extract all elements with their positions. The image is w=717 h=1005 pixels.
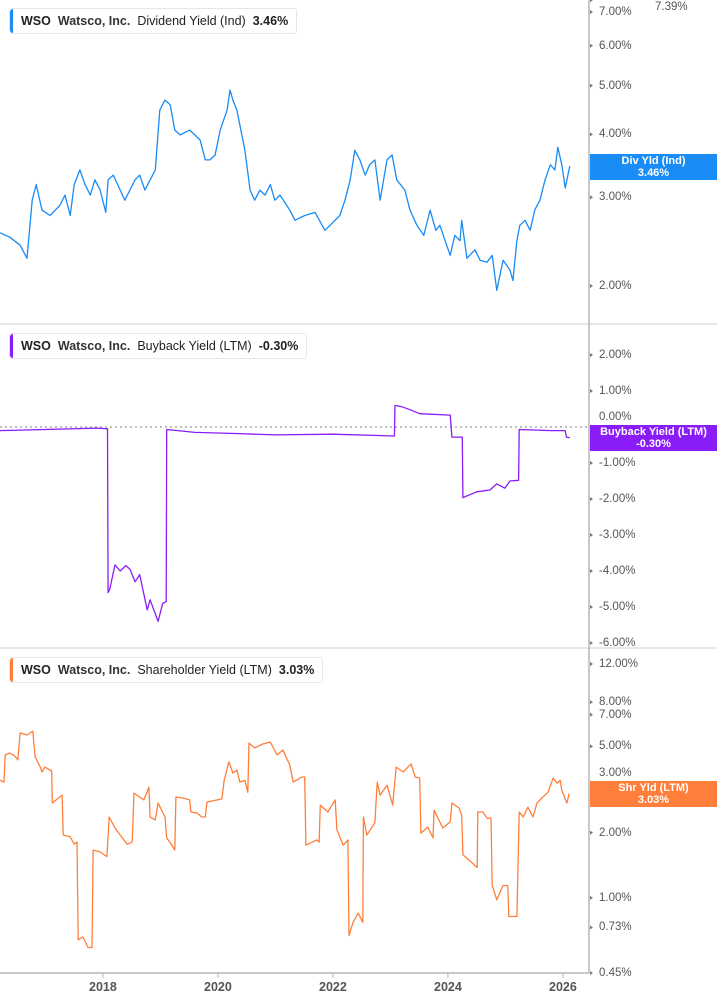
- legend-value: 3.46%: [252, 14, 289, 28]
- last-value-tag-buyback: Buyback Yield (LTM) -0.30%: [590, 425, 717, 451]
- y-tick-mark: [590, 925, 593, 930]
- x-tick-label: 2026: [549, 980, 577, 994]
- y-tick-label: 2.00%: [599, 826, 632, 839]
- y-tick-label: 2.00%: [599, 349, 632, 361]
- y-tick-label: 1.00%: [599, 891, 632, 904]
- y-tick-mark: [590, 0, 593, 3]
- x-tick-label: 2022: [319, 980, 347, 994]
- tag-value: -0.30%: [636, 438, 671, 450]
- tag-value: 3.46%: [637, 167, 670, 179]
- y-tick-mark: [590, 533, 593, 537]
- y-tick-mark: [590, 283, 593, 288]
- last-value-tag-shareholder: Shr Yld (LTM) 3.03%: [590, 781, 717, 807]
- series-line-shareholder-yield: [0, 730, 570, 949]
- y-tick-label: 8.00%: [599, 696, 632, 709]
- y-tick-mark: [590, 641, 593, 645]
- y-tick-mark: [590, 132, 593, 137]
- x-tick-label: 2024: [434, 980, 462, 994]
- legend-value: 3.03%: [278, 663, 315, 677]
- y-tick-label: 0.45%: [599, 966, 632, 979]
- legend-company: Watsco, Inc.: [57, 663, 131, 677]
- y-tick-label: 2.00%: [599, 279, 632, 292]
- x-tick-label: 2020: [204, 980, 232, 994]
- y-tick-mark: [590, 830, 593, 835]
- y-tick-label: 5.00%: [599, 79, 632, 92]
- y-tick-label: -4.00%: [599, 565, 636, 577]
- y-tick-label: 12.00%: [599, 658, 639, 670]
- y-tick-mark: [590, 605, 593, 609]
- y-tick-label: 4.00%: [599, 128, 632, 141]
- series-color-swatch: [10, 658, 13, 682]
- y-tick-label: -3.00%: [599, 529, 636, 541]
- legend-buyback-yield: WSO Watsco, Inc. Buyback Yield (LTM) -0.…: [9, 333, 308, 359]
- tag-label: Buyback Yield (LTM): [600, 426, 707, 438]
- tag-label: Div Yld (Ind): [621, 155, 686, 167]
- y-tick-mark: [590, 389, 593, 393]
- y-tick-mark: [590, 970, 593, 975]
- y-tick-mark: [590, 461, 593, 465]
- series-color-swatch: [10, 9, 13, 33]
- y-tick-label: 0.00%: [599, 411, 632, 423]
- legend-value: -0.30%: [258, 339, 299, 353]
- y-tick-mark: [590, 712, 593, 717]
- y-tick-label: -1.00%: [599, 457, 636, 469]
- y-tick-mark: [590, 353, 593, 357]
- tag-value: 3.03%: [637, 794, 670, 806]
- y-tick-label: 1.00%: [599, 385, 632, 397]
- y-tick-mark: [590, 195, 593, 200]
- legend-metric: Shareholder Yield (LTM): [137, 663, 272, 677]
- series-line-dividend-yield: [0, 89, 571, 292]
- y-tick-label: -2.00%: [599, 493, 636, 505]
- legend-company: Watsco, Inc.: [57, 339, 131, 353]
- y-tick-mark: [590, 662, 593, 666]
- y-tick-mark: [590, 83, 593, 88]
- y-tick-mark: [590, 497, 593, 501]
- y-tick-label: 7.39%: [655, 1, 688, 13]
- y-tick-label: 3.00%: [599, 191, 632, 204]
- y-tick-label: -6.00%: [599, 637, 636, 649]
- last-value-tag-dividend: Div Yld (Ind) 3.46%: [590, 154, 717, 180]
- y-tick-label: 3.00%: [599, 767, 632, 779]
- y-tick-mark: [590, 10, 593, 14]
- legend-metric: Buyback Yield (LTM): [137, 339, 252, 353]
- y-tick-label: 7.00%: [599, 708, 632, 721]
- legend-dividend-yield: WSO Watsco, Inc. Dividend Yield (Ind) 3.…: [9, 8, 298, 34]
- legend-company: Watsco, Inc.: [57, 14, 131, 28]
- series-line-buyback-yield: [0, 404, 570, 623]
- y-tick-mark: [590, 744, 593, 749]
- tag-label: Shr Yld (LTM): [618, 782, 689, 794]
- legend-ticker: WSO: [21, 663, 51, 677]
- y-tick-mark: [590, 700, 593, 705]
- y-tick-label: 6.00%: [599, 39, 632, 52]
- y-tick-mark: [590, 43, 593, 48]
- legend-ticker: WSO: [21, 339, 51, 353]
- y-tick-mark: [590, 569, 593, 573]
- y-tick-label: 7.00%: [599, 6, 632, 18]
- y-tick-mark: [590, 895, 593, 900]
- legend-shareholder-yield: WSO Watsco, Inc. Shareholder Yield (LTM)…: [9, 657, 324, 683]
- y-tick-label: 0.73%: [599, 921, 632, 934]
- y-tick-label: 5.00%: [599, 740, 632, 753]
- y-tick-label: -5.00%: [599, 601, 636, 613]
- legend-metric: Dividend Yield (Ind): [137, 14, 246, 28]
- legend-ticker: WSO: [21, 14, 51, 28]
- series-color-swatch: [10, 334, 13, 358]
- x-tick-label: 2018: [89, 980, 117, 994]
